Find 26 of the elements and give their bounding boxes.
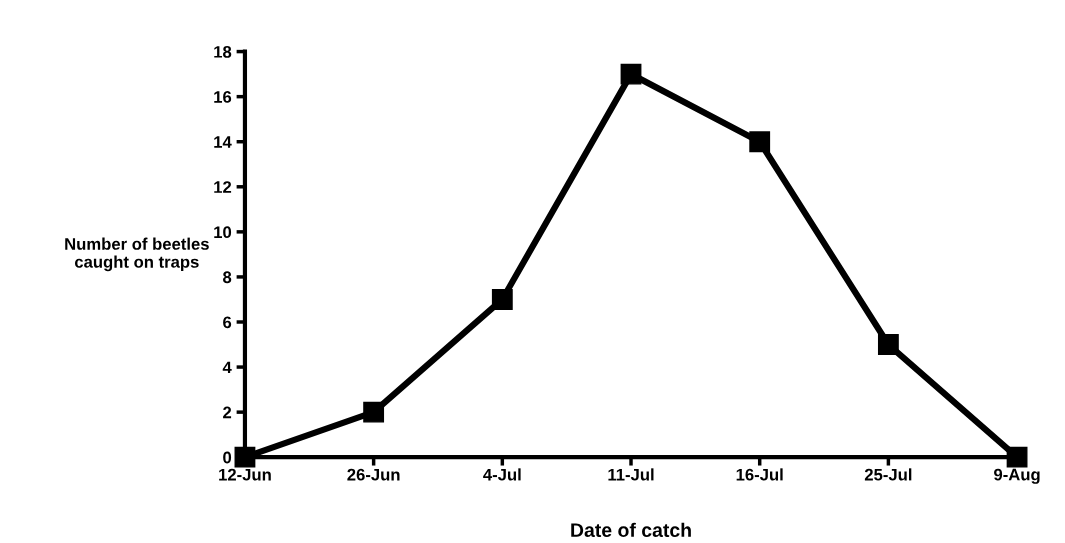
y-tick-label: 10 [214, 226, 232, 239]
point [620, 63, 642, 85]
x-tick-label: 4-Jul [483, 468, 521, 481]
y-tick-label: 8 [223, 271, 232, 284]
y-tick-label: 6 [223, 316, 232, 329]
y-tick-label: 14 [214, 136, 232, 148]
point [491, 289, 513, 310]
y-tick-label: 2 [223, 406, 232, 419]
y-tick-label: 16 [214, 91, 232, 103]
y-tick-label: 4 [222, 361, 232, 374]
x-tick-label: 12-Jun [219, 468, 271, 481]
point [877, 334, 899, 355]
y-axis-title: Number of beetles caught on traps [65, 237, 209, 272]
x-tick-label: 9-Aug [994, 468, 1040, 484]
point [363, 401, 385, 423]
x-tick-label: 25-Jul [864, 468, 912, 481]
y-tick-label: 12 [214, 181, 232, 193]
point [1006, 446, 1028, 468]
x-tick-label: 16-Jul [736, 468, 783, 481]
y-tick-label: 18 [214, 45, 232, 58]
x-tick-label: 26-Jun [347, 468, 400, 481]
x-tick-label: 11-Jul [608, 468, 654, 481]
point [749, 131, 771, 153]
point [234, 446, 256, 468]
x-axis-title: Date of catch [571, 522, 691, 538]
y-tick-label: 0 [223, 451, 232, 464]
